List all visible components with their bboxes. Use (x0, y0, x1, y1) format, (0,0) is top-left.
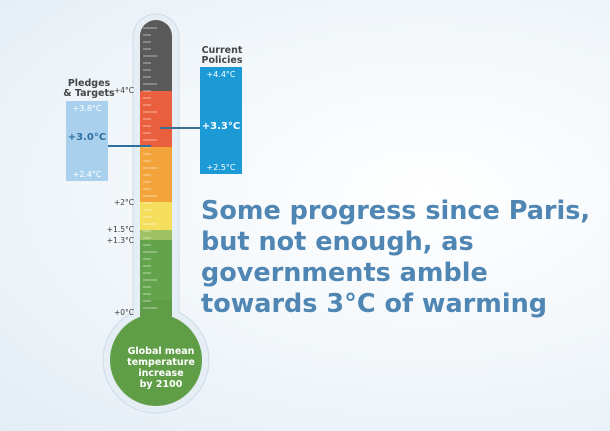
headline-line3: governments amble (201, 258, 488, 288)
tick-label-2c: +2°C (113, 198, 134, 207)
bulb-caption-line4: by 2100 (139, 379, 183, 390)
headline-line1: Some progress since Paris, (201, 196, 591, 226)
headline-line4: towards 3°C of warming (201, 289, 547, 319)
pledges-range-box: +3.8°C +3.0°C +2.4°C (66, 101, 108, 181)
bulb-caption-line1: Global mean (127, 346, 195, 357)
policies-title-line2: Policies (201, 55, 243, 66)
policies-high-value: +4.4°C (206, 70, 236, 79)
tick-label-1-3c: +1.3°C (106, 236, 134, 245)
bulb-caption-line3: increase (138, 368, 184, 379)
thermometer-tube (140, 20, 172, 340)
pledges-mid-value: +3.0°C (67, 132, 107, 143)
pledges-low-value: +2.4°C (72, 170, 102, 179)
headline-line2: but not enough, as (201, 227, 474, 257)
policies-range-box: +4.4°C +3.3°C +2.5°C (200, 67, 242, 174)
bulb-caption-line2: temperature (127, 357, 195, 368)
policies-low-value: +2.5°C (206, 163, 236, 172)
tick-label-4c: +4°C (113, 86, 134, 95)
band-yellow (140, 202, 172, 230)
policies-title-line1: Current (201, 45, 243, 56)
band-light-green (140, 230, 172, 240)
headline: Some progress since Paris, but not enoug… (201, 196, 601, 320)
policies-mid-value: +3.3°C (201, 121, 241, 132)
policies-title: Current Policies (192, 46, 252, 66)
pledges-title-line1: Pledges (67, 78, 111, 89)
pledges-title: Pledges & Targets (50, 79, 128, 99)
tick-label-0c: +0°C (113, 308, 134, 317)
pledges-high-value: +3.8°C (72, 104, 102, 113)
pledges-title-line2: & Targets (63, 88, 115, 99)
bulb-caption: Global mean temperature increase by 2100 (110, 346, 212, 390)
tick-label-1-5c: +1.5°C (106, 225, 134, 234)
thermometer-bulb (110, 314, 202, 406)
